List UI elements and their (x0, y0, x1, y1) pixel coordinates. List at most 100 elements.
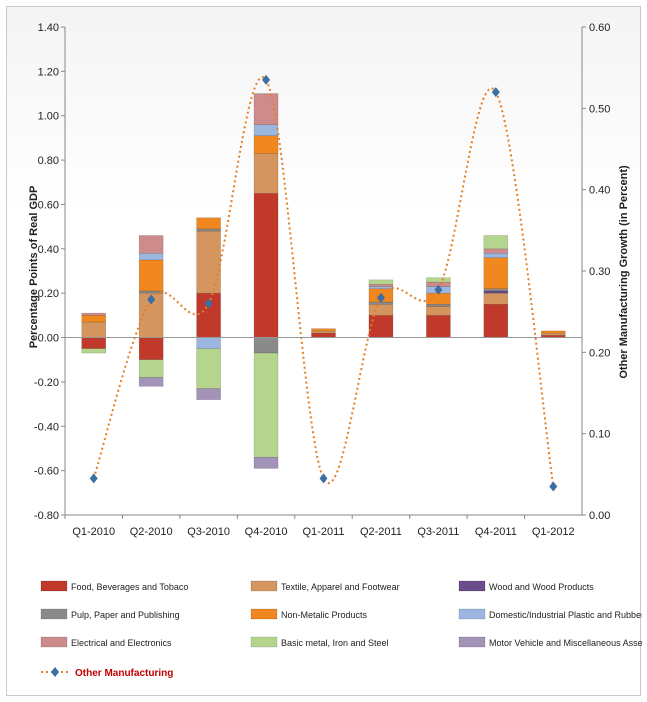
y-tick-label: 1.20 (38, 66, 59, 78)
x-tick-label: Q2-2011 (360, 526, 402, 538)
axes: -0.80 -0.60 -0.40 -0.20 0.00 0.20 0.40 0.60 0.80… (34, 22, 611, 538)
bar-segment (138, 235, 164, 254)
bar-segment (253, 337, 279, 354)
y-tick-label: -0.80 (34, 510, 59, 522)
legend-swatch (40, 580, 68, 592)
line-point (549, 481, 558, 492)
legend-entry: Food, Beverages and Tobaco (71, 582, 188, 592)
bar-segment (311, 332, 336, 338)
bar-segment (426, 315, 451, 338)
legend-entry: Pulp, Paper and Publishing (71, 610, 180, 620)
legend-swatch (458, 636, 486, 648)
y-tick-label: 1.00 (38, 111, 59, 123)
legend-swatch (250, 580, 278, 592)
y-tick-label: -0.20 (34, 377, 59, 389)
bar-segment (196, 217, 221, 230)
legend-swatch (250, 608, 278, 620)
legend-swatch (458, 608, 486, 620)
bar-segment (426, 306, 451, 316)
bar-segment (368, 304, 394, 316)
legend-swatch (250, 636, 278, 648)
line-point (204, 298, 213, 309)
bar-segment (196, 348, 221, 389)
line-point (491, 87, 500, 98)
x-tick-label: Q4-2010 (245, 526, 288, 538)
bar-segment (483, 235, 509, 250)
y-tick-label: -0.40 (34, 421, 59, 433)
bar-segment (541, 332, 566, 336)
legend-entry: Motor Vehicle and Miscellaneous Assembly (489, 638, 642, 648)
legend-entry: Wood and Wood Products (489, 582, 594, 592)
y-tick-label: 0.20 (38, 288, 59, 300)
bar-segment (196, 337, 221, 349)
x-tick-label: Q4-2011 (475, 526, 517, 538)
x-tick-label: Q3-2011 (417, 526, 459, 538)
bar-segment (483, 257, 509, 289)
y-tick-label: 0.60 (38, 199, 59, 211)
bar-segment (138, 377, 164, 387)
y-tick-label: 1.40 (38, 22, 59, 34)
bar-segment (196, 230, 221, 294)
bar-segment (311, 328, 336, 332)
line-point (319, 473, 328, 484)
bar-segment (253, 135, 279, 154)
x-tick-label: Q1-2011 (303, 526, 345, 538)
y2-tick-label: 0.30 (589, 266, 610, 278)
y-tick-label: -0.60 (34, 466, 59, 478)
bar-segment (253, 153, 279, 194)
bar-segment (368, 286, 394, 289)
bar-segment (483, 253, 509, 258)
bar-segment (426, 304, 451, 307)
bar-segment (81, 337, 106, 349)
y-tick-label: 0.80 (38, 155, 59, 167)
legend-entry-line: Other Manufacturing (75, 668, 173, 679)
x-tick-label: Q1-2010 (72, 526, 115, 538)
bar-segment (81, 348, 106, 354)
y2-tick-label: 0.10 (589, 429, 610, 441)
y2-axis-title: Other Manufacturing Growth (in Percent) (618, 165, 630, 379)
chart-svg: -0.80 -0.60 -0.40 -0.20 0.00 0.20 0.40 0.60 0.80… (28, 22, 642, 679)
legend-swatch (458, 580, 486, 592)
y2-tick-label: 0.60 (589, 22, 610, 34)
bar-segment (81, 321, 106, 338)
bar-segment (253, 352, 279, 458)
bar-segment (196, 228, 221, 232)
bar-segment (196, 388, 221, 400)
legend-swatch (40, 636, 68, 648)
y2-tick-label: 0.40 (589, 185, 610, 197)
bar-segment (368, 315, 394, 338)
bar-segment (138, 359, 164, 378)
y2-tick-label: 0.50 (589, 103, 610, 115)
x-tick-label: Q2-2010 (130, 526, 173, 538)
bar-segment (81, 312, 106, 316)
bar-segment (311, 330, 336, 334)
bar-segment (138, 290, 164, 294)
line-series-path (92, 76, 555, 487)
bar-segment (253, 124, 279, 136)
line-point (376, 292, 385, 303)
bar-segment (483, 290, 509, 294)
bar-segment (426, 277, 451, 283)
line-point (89, 473, 98, 484)
bar-segment (253, 457, 279, 469)
bar-segment (483, 292, 509, 305)
bar-segment (541, 330, 566, 334)
bar-segment (483, 288, 509, 292)
bar-segment (138, 259, 164, 292)
legend-swatch (40, 608, 68, 620)
chart-frame: -0.80 -0.60 -0.40 -0.20 0.00 0.20 0.40 0.60 0.80… (6, 6, 642, 696)
bar-segment (483, 304, 509, 338)
plot-area (81, 74, 566, 492)
y2-tick-label: 0.00 (589, 510, 610, 522)
y-axis-title: Percentage Points of Real GDP (28, 186, 40, 349)
bar-segment (253, 193, 279, 338)
line-point (147, 294, 156, 305)
legend-entry: Domestic/Industrial Plastic and Rubber (489, 610, 642, 620)
legend: Food, Beverages and Tobaco Textile, Appar… (40, 580, 642, 679)
y-tick-label: 0.00 (38, 333, 59, 345)
legend-entry: Basic metal, Iron and Steel (281, 638, 389, 648)
bar-segment (81, 315, 106, 323)
bar-segment (368, 284, 394, 287)
line-point (262, 74, 271, 85)
bar-segment (368, 279, 394, 285)
